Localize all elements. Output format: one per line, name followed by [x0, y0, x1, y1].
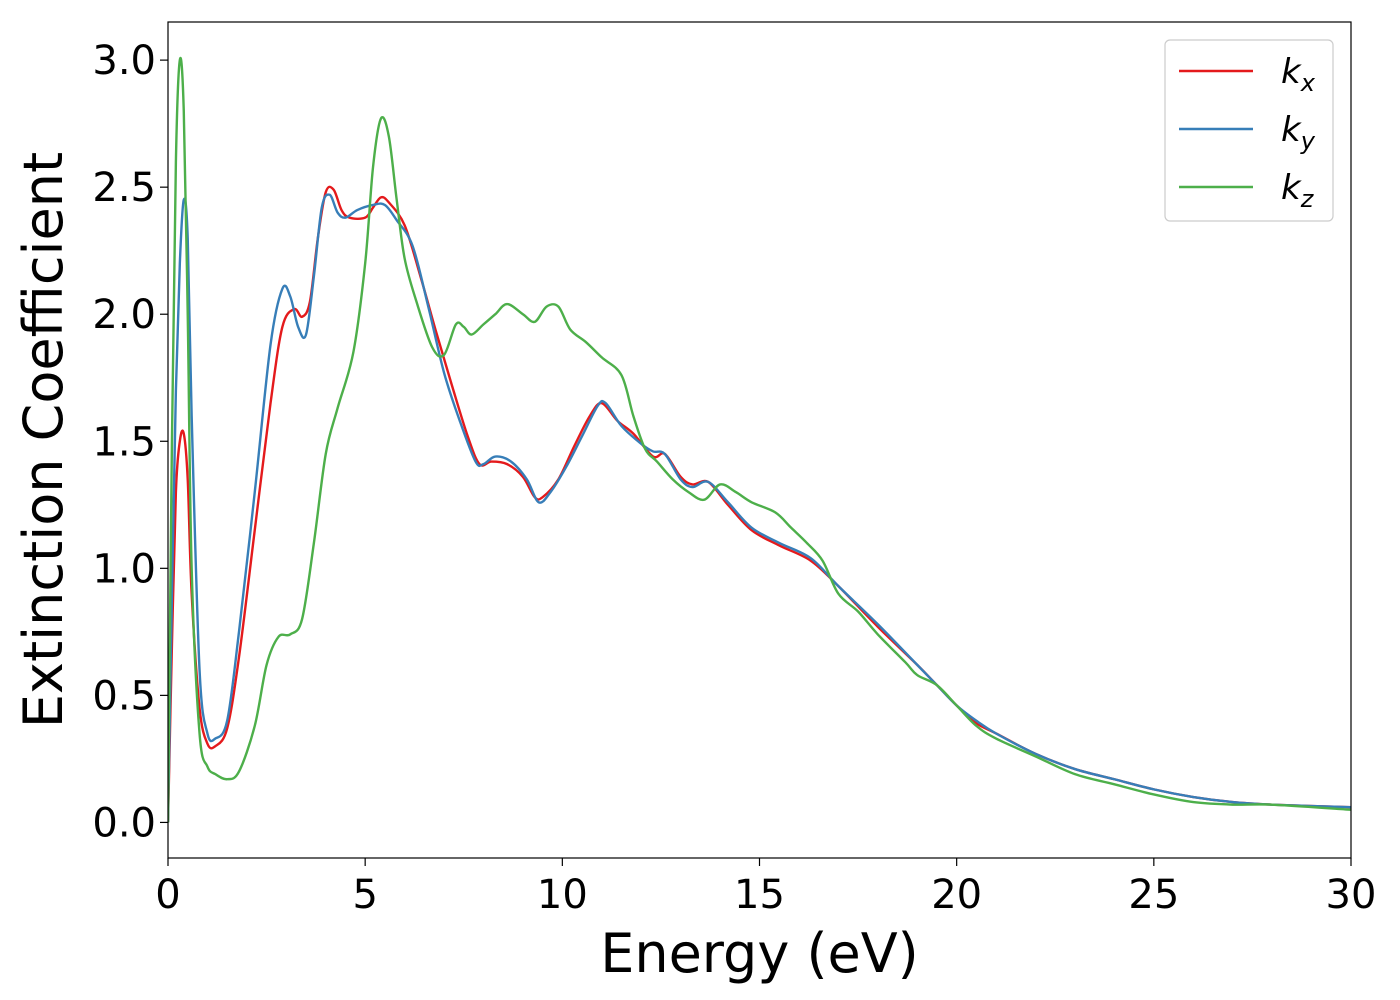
x-tick-label: 30	[1326, 872, 1377, 918]
y-tick-label: 1.0	[92, 546, 156, 592]
y-tick-label: 1.5	[92, 419, 156, 465]
y-tick-label: 2.0	[92, 292, 156, 338]
legend-label-k-y: ky	[1281, 110, 1316, 155]
y-tick-label: 0.0	[92, 800, 156, 846]
x-tick-label: 15	[734, 872, 785, 918]
legend-label-k-x: kx	[1281, 52, 1316, 97]
legend-box	[1164, 39, 1334, 222]
x-tick-label: 20	[931, 872, 982, 918]
x-tick-label: 5	[352, 872, 377, 918]
legend-label-k-z: kz	[1281, 168, 1315, 213]
series-line-k-y	[168, 193, 1351, 823]
x-axis: 0 5 10 15 20 25 30	[155, 858, 1376, 918]
y-axis: 0.0 0.5 1.0 1.5 2.0 2.5 3.0	[92, 38, 168, 846]
series-line-k-z	[168, 57, 1351, 823]
y-axis-title: Extinction Coefficient	[12, 152, 75, 728]
y-tick-label: 0.5	[92, 673, 156, 719]
x-tick-label: 10	[537, 872, 588, 918]
x-axis-title: Energy (eV)	[600, 922, 919, 985]
series-layer	[168, 57, 1351, 823]
x-tick-label: 25	[1128, 872, 1179, 918]
y-tick-label: 2.5	[92, 165, 156, 211]
x-tick-label: 0	[155, 872, 180, 918]
legend: kx ky kz	[1164, 39, 1334, 222]
y-tick-label: 3.0	[92, 38, 156, 84]
